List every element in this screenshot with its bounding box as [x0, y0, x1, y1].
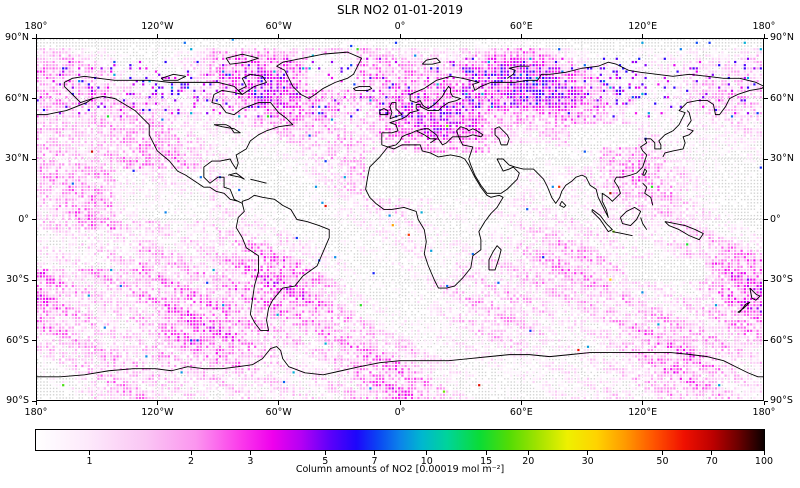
colorbar-tick — [711, 451, 713, 455]
lat-tick-right — [764, 37, 768, 39]
lon-tick-bottom — [399, 401, 401, 405]
colorbar-tick-label: 100 — [754, 456, 774, 467]
colorbar-tick-label: 30 — [581, 456, 594, 467]
colorbar-tick — [249, 451, 251, 455]
lon-tick-bottom — [520, 401, 522, 405]
lat-tick-right — [764, 279, 768, 281]
lon-tick-top — [520, 34, 522, 38]
lon-tick-label-top: 180° — [24, 21, 48, 32]
colorbar-tick — [89, 451, 90, 455]
colorbar-tick-label: 15 — [480, 456, 493, 467]
lat-tick-label-right: 90°N — [770, 32, 794, 43]
lat-tick-right — [764, 340, 768, 341]
colorbar-tick-label: 3 — [247, 456, 254, 467]
lat-tick-label-left: 90°N — [5, 32, 29, 43]
lon-tick-top — [763, 34, 765, 38]
colorbar-axis-label: Column amounts of NO2 [0.00019 mol m⁻²] — [295, 464, 505, 475]
lat-tick-left — [32, 158, 36, 160]
colorbar-tick — [426, 451, 428, 455]
lon-tick-label-bottom: 60°E — [509, 407, 533, 418]
colorbar-tick-label: 70 — [705, 456, 718, 467]
chart-title: SLR NO2 01-01-2019 — [336, 3, 464, 17]
lon-tick-label-top: 120°W — [141, 21, 174, 32]
colorbar-tick — [324, 451, 326, 455]
lon-tick-top — [35, 34, 37, 38]
lat-tick-right — [764, 219, 768, 220]
lon-tick-label-top: 60°E — [509, 21, 533, 32]
colorbar-tick-label: 10 — [420, 456, 433, 467]
lon-tick-label-bottom: 0° — [394, 407, 406, 418]
colorbar-tick-label: 5 — [322, 456, 329, 467]
map-canvas — [36, 38, 764, 401]
lon-tick-bottom — [35, 401, 37, 405]
lon-tick-top — [642, 34, 644, 38]
colorbar-tick — [485, 451, 487, 455]
lat-tick-left — [32, 400, 36, 402]
lat-tick-left — [32, 340, 36, 341]
lon-tick-label-top: 0° — [394, 21, 406, 32]
lat-tick-label-right: 30°N — [770, 153, 794, 164]
lat-tick-label-left: 60°S — [6, 334, 29, 346]
lon-tick-label-bottom: 180° — [752, 407, 776, 418]
lat-tick-label-left: 0° — [18, 213, 29, 225]
colorbar-tick — [527, 451, 529, 455]
lat-tick-left — [32, 279, 36, 281]
lon-tick-label-top: 180° — [752, 21, 776, 32]
world-map — [36, 38, 764, 401]
lat-tick-left — [32, 98, 36, 99]
lat-tick-label-right: 60°S — [770, 334, 793, 346]
lon-tick-bottom — [763, 401, 765, 405]
colorbar-tick-label: 1 — [86, 456, 93, 467]
colorbar-tick — [190, 451, 192, 455]
lat-tick-left — [32, 37, 36, 39]
colorbar-tick-label: 20 — [522, 456, 535, 467]
colorbar-gradient — [36, 430, 764, 450]
lon-tick-top — [399, 34, 401, 38]
lon-tick-label-top: 120°E — [628, 21, 658, 32]
colorbar-tick-label: 50 — [656, 456, 669, 467]
lat-tick-label-right: 90°S — [770, 395, 793, 406]
lon-tick-bottom — [278, 401, 280, 405]
lat-tick-label-left: 90°S — [6, 395, 29, 406]
lon-tick-label-top: 60°W — [265, 21, 292, 32]
lat-tick-label-left: 60°N — [5, 92, 29, 104]
lon-tick-label-bottom: 60°W — [265, 407, 292, 418]
lon-tick-top — [278, 34, 280, 38]
lat-tick-left — [32, 219, 36, 220]
lon-tick-label-bottom: 120°E — [628, 407, 658, 418]
lon-tick-bottom — [642, 401, 644, 405]
lat-tick-label-right: 30°S — [770, 274, 793, 285]
lon-tick-bottom — [156, 401, 158, 405]
lon-tick-label-bottom: 120°W — [141, 407, 174, 418]
colorbar-tick — [374, 451, 375, 455]
colorbar-tick-label: 7 — [371, 456, 378, 467]
colorbar-tick — [763, 451, 765, 455]
lon-tick-label-bottom: 180° — [24, 407, 48, 418]
colorbar-tick-label: 2 — [187, 456, 195, 467]
colorbar-tick — [661, 451, 663, 455]
colorbar-tick — [587, 451, 589, 455]
lat-tick-label-left: 30°N — [5, 153, 29, 164]
lat-tick-right — [764, 400, 768, 402]
lat-tick-right — [764, 158, 768, 160]
lat-tick-label-right: 60°N — [770, 92, 794, 104]
lat-tick-label-right: 0° — [770, 213, 781, 225]
lat-tick-right — [764, 98, 768, 99]
lon-tick-top — [156, 34, 158, 38]
lat-tick-label-left: 30°S — [6, 274, 29, 285]
